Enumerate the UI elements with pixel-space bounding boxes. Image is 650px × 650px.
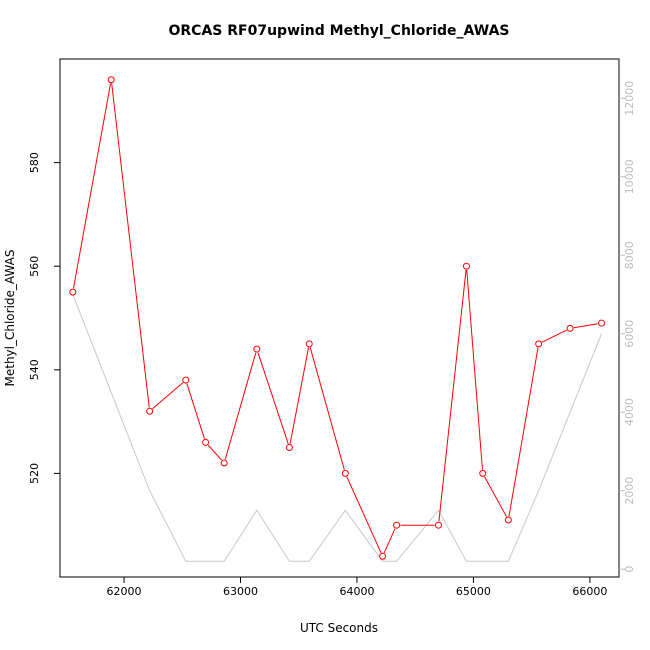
data-point: [202, 438, 210, 446]
chart-title: ORCAS RF07upwind Methyl_Chloride_AWAS: [169, 23, 510, 39]
data-point: [535, 340, 543, 348]
x-axis-label: UTC Seconds: [300, 621, 378, 635]
series-segment: [152, 382, 184, 410]
data-point: [341, 469, 349, 477]
data-point: [285, 444, 293, 451]
series-segment: [541, 329, 567, 343]
data-point: [504, 516, 512, 524]
series-segment: [207, 444, 223, 461]
y-axis-left: 520 540 560 580: [28, 152, 60, 484]
series-line: [72, 294, 602, 562]
x-tick-label: 63000: [223, 585, 258, 598]
y-tick-label: 580: [28, 152, 41, 173]
series-segment: [484, 476, 507, 517]
series-segment: [383, 528, 396, 554]
series-segment: [257, 352, 289, 445]
data-point: [379, 552, 387, 560]
y-axis-label: Methyl_Chloride_AWAS: [3, 250, 17, 387]
y2-tick-label: 0: [623, 566, 636, 573]
x-tick-label: 65000: [456, 585, 491, 598]
x-tick-label: 62000: [107, 585, 142, 598]
data-point: [107, 76, 115, 84]
y2-tick-label: 10000: [623, 159, 636, 194]
series-segment: [111, 83, 150, 408]
y2-tick-label: 12000: [623, 81, 636, 116]
data-point: [69, 288, 77, 296]
series-group: [69, 76, 606, 562]
data-point: [566, 324, 574, 332]
data-point: [479, 469, 487, 477]
y-tick-label: 560: [28, 256, 41, 277]
plot-frame: [59, 58, 620, 578]
series-segment: [346, 476, 382, 554]
series-segment: [289, 347, 309, 444]
series-segment: [466, 269, 483, 470]
data-point: [434, 521, 442, 529]
x-tick-label: 64000: [339, 585, 374, 598]
y-tick-label: 520: [28, 463, 41, 484]
series-segment: [186, 383, 205, 439]
y2-tick-label: 2000: [623, 477, 636, 505]
series-segment: [508, 347, 539, 517]
y2-tick-label: 8000: [623, 241, 636, 269]
x-tick-label: 66000: [572, 585, 607, 598]
data-point: [182, 376, 190, 384]
x-axis: 62000 63000 64000 65000 66000: [107, 577, 607, 598]
series-segment: [72, 83, 112, 289]
series-segment: [309, 347, 345, 470]
y2-tick-label: 6000: [623, 320, 636, 348]
data-point: [220, 459, 228, 467]
y-axis-right: 0 2000 4000 6000 8000 10000 12000: [619, 81, 636, 573]
y-tick-label: 540: [28, 359, 41, 380]
data-point: [253, 345, 261, 353]
data-point: [305, 340, 313, 348]
data-point: [393, 521, 401, 529]
data-point: [146, 407, 154, 415]
series-segment: [438, 269, 467, 522]
y2-tick-label: 4000: [623, 398, 636, 426]
series-segment: [224, 352, 257, 460]
data-point: [598, 319, 606, 327]
data-point: [462, 262, 470, 270]
series-segment: [573, 323, 598, 329]
